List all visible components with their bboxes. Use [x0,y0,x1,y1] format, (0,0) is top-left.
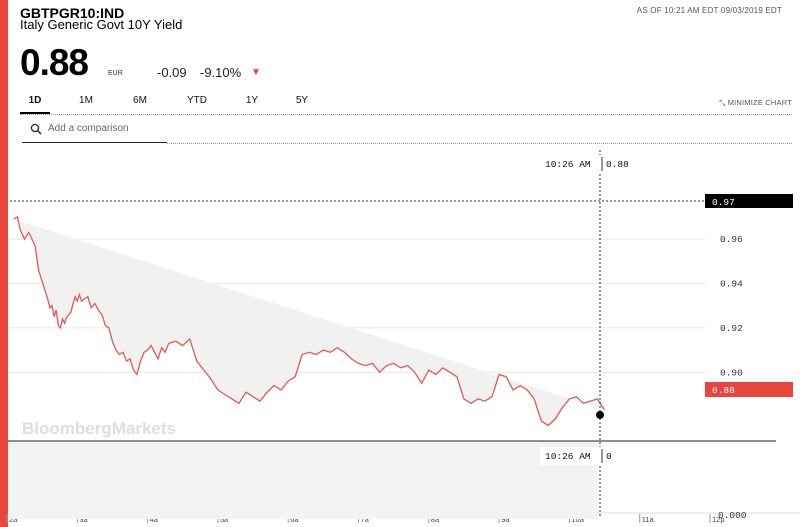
y-tick-label: 0.96 [720,234,743,245]
minimize-chart-label: MINIMIZE CHART [727,98,792,107]
y-axis-labels: 0.96 0.94 0.92 0.90 [720,234,743,378]
volume-value: 0 [606,451,612,462]
x-tick-label: 11a [642,515,655,524]
comparison-search-input[interactable] [48,123,166,134]
max-value-badge [705,194,793,208]
tabs-divider [20,114,792,115]
active-tab-indicator [20,112,50,114]
x-tick-label: 5a [220,515,229,524]
tab-6m[interactable]: 6M [133,95,147,106]
last-value-badge [705,382,793,397]
chart-overlay: 0.97 0.88 10:26 AM 0.88 10:26 AM 0 0.000 [8,150,793,521]
volume-panel [8,441,598,519]
last-price: 0.88 [20,42,89,83]
price-change-percent: -9.10% [200,65,242,80]
currency-label: EUR [108,70,123,77]
down-triangle-icon: ▼ [251,67,261,78]
tab-ytd[interactable]: YTD [187,95,207,106]
collapse-arrows-icon: ⤡ [719,98,728,107]
volume-label-bg [540,447,620,465]
x-tick-label: 10a [571,515,584,524]
crosshair-value: 0.88 [606,159,629,170]
tab-1d[interactable]: 1D [28,95,42,106]
crosshair-dot [596,410,604,419]
bloomberg-markets-watermark: BloombergMarkets [22,419,176,438]
y-tick-label: 0.90 [720,367,743,378]
as-of-timestamp: AS OF 10:21 AM EDT 09/03/2019 EDT [636,6,782,15]
max-value-label: 0.97 [712,197,735,208]
minimize-chart-button[interactable]: ⤡ MINIMIZE CHART [719,98,792,108]
search-divider [167,143,792,144]
x-tick-label: 9a [501,515,510,524]
x-tick-label: 3a [79,515,88,524]
x-tick-label: 12p [712,515,725,524]
x-tick-label: 2a [9,515,18,524]
x-tick-label: 7a [361,515,370,524]
time-range-tabs: 1D 1M 6M YTD 1Y 5Y [20,95,800,115]
search-icon [30,123,42,135]
crosshair-label-bg [540,155,638,173]
x-tick-label: 6a [290,515,299,524]
tab-5y[interactable]: 5Y [295,95,309,106]
last-value-label: 0.88 [712,385,735,396]
x-tick-label: 4a [150,515,159,524]
price-area-fill [14,216,605,426]
comparison-search[interactable] [22,118,167,143]
price-line [13,215,606,427]
volume-time: 10:26 AM [545,451,591,462]
x-tick-label: 8a [431,515,440,524]
price-change: -0.09 [157,65,187,80]
y-tick-label: 0.94 [720,278,743,289]
volume-axis-label: 0.000 [718,510,747,521]
crosshair-time: 10:26 AM [545,159,591,170]
tab-1m[interactable]: 1M [79,95,93,106]
accent-bar [0,0,8,527]
ticker-symbol: GBTPGR10:IND [20,5,125,21]
tab-1y[interactable]: 1Y [245,95,259,106]
security-name: Italy Generic Govt 10Y Yield [20,17,183,32]
y-tick-label: 0.92 [720,323,743,334]
